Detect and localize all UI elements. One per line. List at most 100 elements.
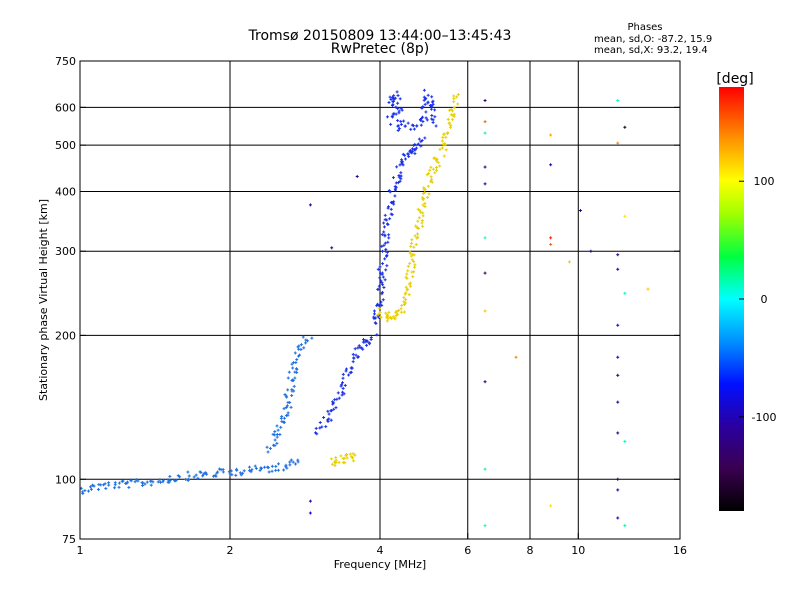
trace-point: [186, 477, 190, 481]
trace-point: [391, 99, 395, 103]
trace-point: [431, 118, 435, 122]
trace-point: [382, 230, 386, 234]
trace-point: [424, 110, 428, 114]
colorbar-ticks-layer: 100 0 -100: [739, 175, 776, 424]
trace-point: [372, 309, 376, 313]
trace-point: [235, 467, 239, 471]
trace-point: [347, 373, 351, 377]
trace-point: [385, 115, 389, 119]
trace-point: [399, 171, 403, 175]
trace-point: [452, 106, 456, 110]
trace-point: [326, 419, 330, 423]
trace-point: [356, 355, 360, 359]
scatter-point: [549, 504, 553, 508]
trace-point: [133, 480, 137, 484]
trace-point: [204, 471, 208, 475]
trace-point: [286, 411, 290, 415]
trace-point: [238, 471, 242, 475]
trace-point: [407, 282, 411, 286]
scatter-point: [483, 524, 487, 528]
trace-point: [141, 484, 145, 488]
trace-point: [96, 487, 100, 491]
trace-point: [270, 469, 274, 473]
scatter-point: [616, 267, 620, 271]
trace-point: [363, 340, 367, 344]
trace-point: [409, 127, 413, 131]
trace-point: [386, 317, 390, 321]
trace-point: [406, 287, 410, 291]
trace-point: [395, 90, 399, 94]
trace-point: [159, 480, 163, 484]
trace-point: [382, 221, 386, 225]
trace-point: [104, 486, 108, 490]
trace-point: [389, 97, 393, 101]
trace-point: [145, 480, 149, 484]
trace-point: [412, 245, 416, 249]
trace-point: [449, 124, 453, 128]
trace-point: [421, 203, 425, 207]
trace-point: [379, 315, 383, 319]
trace-point: [429, 175, 433, 179]
y-tick-label: 75: [62, 533, 76, 546]
trace-point: [263, 465, 267, 469]
trace-point: [279, 416, 283, 420]
trace-point: [382, 243, 386, 247]
trace-point: [242, 469, 246, 473]
trace-point: [290, 394, 294, 398]
trace-point: [415, 124, 419, 128]
trace-point: [158, 478, 162, 482]
trace-point: [378, 276, 382, 280]
trace-point: [399, 106, 403, 110]
trace-point: [291, 366, 295, 370]
y-axis-label: Stationary phase Virtual Height [km]: [37, 199, 50, 401]
trace-point: [389, 207, 393, 211]
trace-point: [427, 172, 431, 176]
trace-point: [276, 462, 280, 466]
trace-point: [396, 106, 400, 110]
scatter-point: [646, 287, 650, 291]
trace-point: [423, 136, 427, 140]
trace-point: [388, 217, 392, 221]
trace-point: [400, 310, 404, 314]
trace-point: [377, 306, 381, 310]
trace-point: [268, 446, 272, 450]
scatter-point: [616, 400, 620, 404]
x-tick-label: 2: [227, 544, 234, 557]
trace-point: [394, 181, 398, 185]
trace-point: [287, 370, 291, 374]
trace-point: [396, 101, 400, 105]
trace-point: [421, 106, 425, 110]
trace-point: [450, 118, 454, 122]
trace-point: [333, 463, 337, 467]
trace-point: [184, 477, 188, 481]
trace-point: [334, 461, 338, 465]
trace-point: [322, 415, 326, 419]
trace-point: [402, 296, 406, 300]
trace-point: [270, 464, 274, 468]
trace-point: [408, 251, 412, 255]
trace-point: [364, 338, 368, 342]
trace-point: [284, 405, 288, 409]
trace-point: [266, 450, 270, 454]
scatter-point: [623, 524, 627, 528]
trace-point: [284, 465, 288, 469]
colorbar-label: [deg]: [716, 71, 753, 87]
trace-point: [117, 481, 121, 485]
trace-point: [386, 250, 390, 254]
trace-point: [196, 476, 200, 480]
trace-point: [282, 407, 286, 411]
y-tick-label: 400: [55, 185, 76, 198]
trace-point: [290, 362, 294, 366]
trace-point: [394, 185, 398, 189]
trace-point: [421, 120, 425, 124]
trace-point: [381, 249, 385, 253]
scatter-point: [616, 488, 620, 492]
trace-point: [343, 383, 347, 387]
trace-point: [408, 284, 412, 288]
scatter-point: [483, 182, 487, 186]
trace-point: [295, 358, 299, 362]
trace-point: [293, 370, 297, 374]
trace-point: [318, 421, 322, 425]
trace-point: [404, 298, 408, 302]
phase-info-x-mode: mean, sd,X: 93.2, 19.4: [594, 45, 708, 56]
